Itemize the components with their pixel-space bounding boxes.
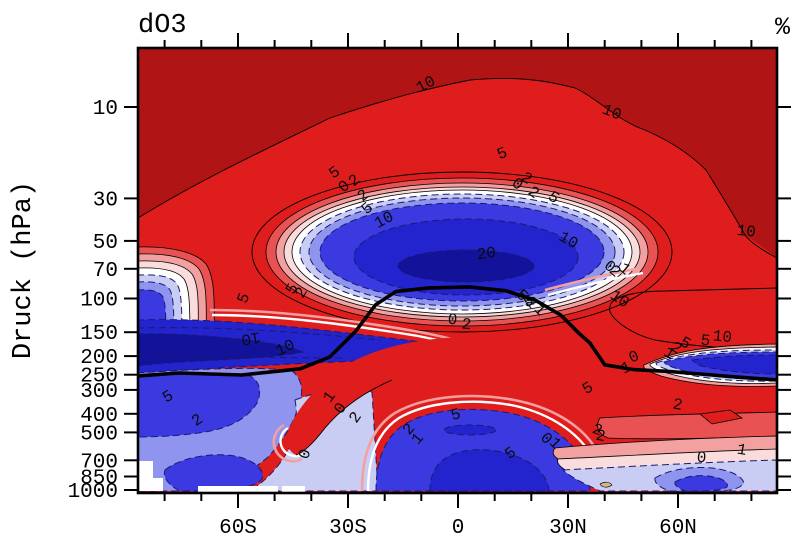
surface-gap-strip1 bbox=[198, 486, 278, 492]
y-tick-label: 700 bbox=[80, 451, 118, 474]
contour-label: 0 bbox=[696, 449, 707, 468]
positive-tongue-sh bbox=[287, 337, 500, 455]
contour-label: 2 bbox=[594, 427, 607, 446]
x-tick-label: 0 bbox=[452, 517, 465, 540]
contour-line-5-oval bbox=[251, 171, 673, 333]
tongue-contour bbox=[295, 379, 393, 456]
x-tick-label: 60N bbox=[659, 517, 697, 540]
y-axis-title: Druck (hPa) bbox=[9, 181, 39, 359]
y-tick-label: 250 bbox=[80, 366, 118, 389]
x-tick-label: 30S bbox=[329, 517, 367, 540]
y-tick-label: 200 bbox=[80, 347, 118, 370]
contour-label: 5 bbox=[449, 405, 463, 425]
ring-ne-white bbox=[547, 271, 644, 297]
x-tick-label: 60S bbox=[219, 517, 257, 540]
sh-decrease-band-core bbox=[138, 333, 305, 367]
y-tick-label: 300 bbox=[80, 381, 118, 404]
y-tick-label: 70 bbox=[93, 260, 118, 283]
contour-field bbox=[138, 48, 777, 493]
sh-troposphere-decrease-inner bbox=[138, 372, 261, 438]
contour-label: 10 bbox=[240, 327, 262, 348]
contour-label: 10 bbox=[736, 222, 757, 242]
contour-line-10-top bbox=[138, 77, 777, 259]
plot-title: dO3 bbox=[138, 11, 187, 41]
contour-label: 5 bbox=[700, 332, 711, 351]
contour-label: 20 bbox=[476, 244, 498, 264]
nh-surface-bands bbox=[552, 409, 777, 492]
y-tick-label: 1000 bbox=[68, 481, 118, 504]
y-tick-label: 50 bbox=[93, 232, 118, 255]
y-tick-label: 100 bbox=[80, 290, 118, 313]
y-tick-label: 10 bbox=[93, 98, 118, 121]
y-tick-label: 150 bbox=[80, 323, 118, 346]
contour-label: 10 bbox=[599, 101, 624, 125]
tropical-strat-minimum bbox=[265, 177, 659, 327]
tan-surface-mark bbox=[599, 481, 613, 488]
tropopause-line bbox=[138, 285, 777, 382]
sh-surface-blob bbox=[163, 454, 264, 492]
y-tick-label: 500 bbox=[80, 423, 118, 446]
y-tick-label: 850 bbox=[80, 468, 118, 491]
contour-label: 1 bbox=[736, 441, 749, 460]
tongue-tip-rim-white bbox=[279, 426, 304, 458]
axis-ticks bbox=[124, 33, 791, 508]
unit-label: % bbox=[775, 13, 791, 42]
contour-label: 2 bbox=[671, 395, 684, 414]
y-tick-label: 30 bbox=[93, 189, 118, 212]
sh-band-inner-dash2 bbox=[138, 355, 346, 359]
surface-gap-strip2 bbox=[282, 486, 305, 492]
plot-border bbox=[136, 46, 779, 495]
contour-label: 2 bbox=[461, 315, 472, 334]
field-darkred-top bbox=[138, 48, 777, 258]
nh-polar-decrease-band bbox=[643, 343, 777, 387]
x-axis-tick-labels: 60S 30S 0 30N 60N bbox=[219, 517, 697, 540]
ring-ne-pink bbox=[544, 266, 642, 292]
tropical-trop-decrease-core bbox=[429, 449, 550, 492]
contour-label: 0 bbox=[447, 311, 458, 330]
y-tick-label: 400 bbox=[80, 405, 118, 428]
x-tick-label: 30N bbox=[549, 517, 587, 540]
surface-gap-antarctica bbox=[138, 461, 163, 491]
tropical-blob-dash-core bbox=[443, 424, 497, 436]
contour-label: 10 bbox=[712, 327, 733, 347]
tongue-tip-rim-pink bbox=[272, 423, 303, 463]
